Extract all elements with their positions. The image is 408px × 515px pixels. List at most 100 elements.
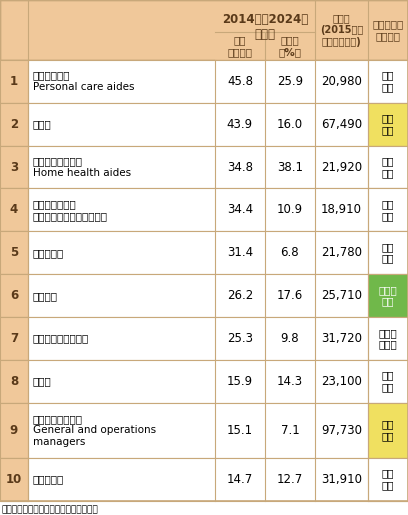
- Text: 介護スタッフ
Personal care aides: 介護スタッフ Personal care aides: [33, 71, 135, 92]
- Text: 学歴
不問: 学歴 不問: [381, 199, 394, 221]
- Text: 大学
卒業: 大学 卒業: [381, 113, 394, 135]
- Text: 12.7: 12.7: [277, 473, 303, 486]
- Bar: [0, 188, 408, 231]
- Text: 6: 6: [10, 289, 18, 302]
- Text: の変化: の変化: [255, 28, 275, 41]
- Text: 20,980: 20,980: [321, 75, 362, 88]
- Bar: [368, 317, 408, 360]
- Bar: [0, 317, 408, 360]
- Text: 23,100: 23,100: [321, 375, 362, 388]
- Text: 資料：米国労働省から経済産業省作成。: 資料：米国労働省から経済産業省作成。: [2, 505, 99, 514]
- Text: 2014年〜2024年: 2014年〜2024年: [222, 13, 308, 26]
- Text: 25.9: 25.9: [277, 75, 303, 88]
- Text: 43.9: 43.9: [227, 117, 253, 131]
- Bar: [0, 360, 408, 403]
- Text: 必要となる
教育水準: 必要となる 教育水準: [372, 19, 404, 41]
- Text: 1: 1: [10, 75, 18, 88]
- Bar: [0, 458, 408, 501]
- Text: 34.4: 34.4: [227, 203, 253, 216]
- Text: 21,780: 21,780: [321, 246, 362, 259]
- Text: 看護師: 看護師: [33, 119, 52, 129]
- Text: 在宅医療スタッフ
Home health aides: 在宅医療スタッフ Home health aides: [33, 156, 131, 178]
- Text: 31.4: 31.4: [227, 246, 253, 259]
- Text: 学歴
不問: 学歴 不問: [381, 371, 394, 392]
- Text: 21,920: 21,920: [321, 161, 362, 174]
- Bar: [0, 0, 408, 60]
- Text: 建設作業員: 建設作業員: [33, 474, 64, 484]
- Text: 45.8: 45.8: [227, 75, 253, 88]
- Text: 67,490: 67,490: [321, 117, 362, 131]
- Bar: [0, 146, 408, 188]
- Text: 7.1: 7.1: [281, 424, 299, 437]
- Bar: [0, 0, 408, 60]
- Bar: [368, 188, 408, 231]
- Text: 人数
（万人）: 人数 （万人）: [227, 35, 253, 57]
- Text: 5: 5: [10, 246, 18, 259]
- Bar: [0, 188, 28, 231]
- Text: 7: 7: [10, 332, 18, 345]
- Text: 26.2: 26.2: [227, 289, 253, 302]
- Text: 運用マネージャー
General and operations
managers: 運用マネージャー General and operations managers: [33, 414, 156, 447]
- Text: 高校卒
業程度: 高校卒 業程度: [379, 328, 397, 349]
- Bar: [368, 360, 408, 403]
- Bar: [215, 32, 315, 60]
- Text: 大学
卒業: 大学 卒業: [381, 420, 394, 441]
- Bar: [0, 403, 408, 458]
- Text: 97,730: 97,730: [321, 424, 362, 437]
- Text: 38.1: 38.1: [277, 161, 303, 174]
- Bar: [0, 231, 408, 274]
- Bar: [368, 60, 408, 102]
- Text: 学歴
不問: 学歴 不問: [381, 468, 394, 490]
- Bar: [0, 274, 408, 317]
- Text: 16.0: 16.0: [277, 117, 303, 131]
- Text: 9: 9: [10, 424, 18, 437]
- Text: 学歴
不問: 学歴 不問: [381, 156, 394, 178]
- Text: 31,720: 31,720: [321, 332, 362, 345]
- Text: 10.9: 10.9: [277, 203, 303, 216]
- Text: 料理人: 料理人: [33, 376, 52, 386]
- Bar: [0, 102, 408, 146]
- Text: 15.1: 15.1: [227, 424, 253, 437]
- Bar: [368, 146, 408, 188]
- Bar: [368, 458, 408, 501]
- Text: 3: 3: [10, 161, 18, 174]
- Bar: [0, 60, 28, 102]
- Bar: [0, 146, 28, 188]
- Bar: [0, 102, 28, 146]
- Text: 14.3: 14.3: [277, 375, 303, 388]
- Bar: [0, 403, 28, 458]
- Text: 2: 2: [10, 117, 18, 131]
- Text: 10: 10: [6, 473, 22, 486]
- Bar: [0, 360, 28, 403]
- Text: 顧客サービス担当者: 顧客サービス担当者: [33, 334, 89, 344]
- Bar: [368, 102, 408, 146]
- Bar: [0, 231, 28, 274]
- Text: 25,710: 25,710: [321, 289, 362, 302]
- Text: 9.8: 9.8: [281, 332, 299, 345]
- Text: 31,910: 31,910: [321, 473, 362, 486]
- Text: 17.6: 17.6: [277, 289, 303, 302]
- Text: 6.8: 6.8: [281, 246, 299, 259]
- Text: 看護助手: 看護助手: [33, 290, 58, 301]
- Text: 食品調理・接客
（ファストフードを含む）: 食品調理・接客 （ファストフードを含む）: [33, 199, 108, 221]
- Text: 小売販売員: 小売販売員: [33, 248, 64, 258]
- Bar: [0, 60, 408, 102]
- Text: 8: 8: [10, 375, 18, 388]
- Bar: [368, 403, 408, 458]
- Bar: [368, 231, 408, 274]
- Text: 4: 4: [10, 203, 18, 216]
- Text: 14.7: 14.7: [227, 473, 253, 486]
- Text: 専門学
校等: 専門学 校等: [379, 285, 397, 306]
- Text: 年賃金
(2015年、
中央値、ドル): 年賃金 (2015年、 中央値、ドル): [320, 13, 363, 46]
- Text: 学歴
不問: 学歴 不問: [381, 71, 394, 92]
- Bar: [0, 317, 28, 360]
- Bar: [0, 458, 28, 501]
- Text: 学歴
不問: 学歴 不問: [381, 242, 394, 264]
- Text: 25.3: 25.3: [227, 332, 253, 345]
- Text: 18,910: 18,910: [321, 203, 362, 216]
- Text: 15.9: 15.9: [227, 375, 253, 388]
- Bar: [368, 274, 408, 317]
- Text: 変化率
（%）: 変化率 （%）: [278, 35, 302, 57]
- Bar: [0, 274, 28, 317]
- Text: 34.8: 34.8: [227, 161, 253, 174]
